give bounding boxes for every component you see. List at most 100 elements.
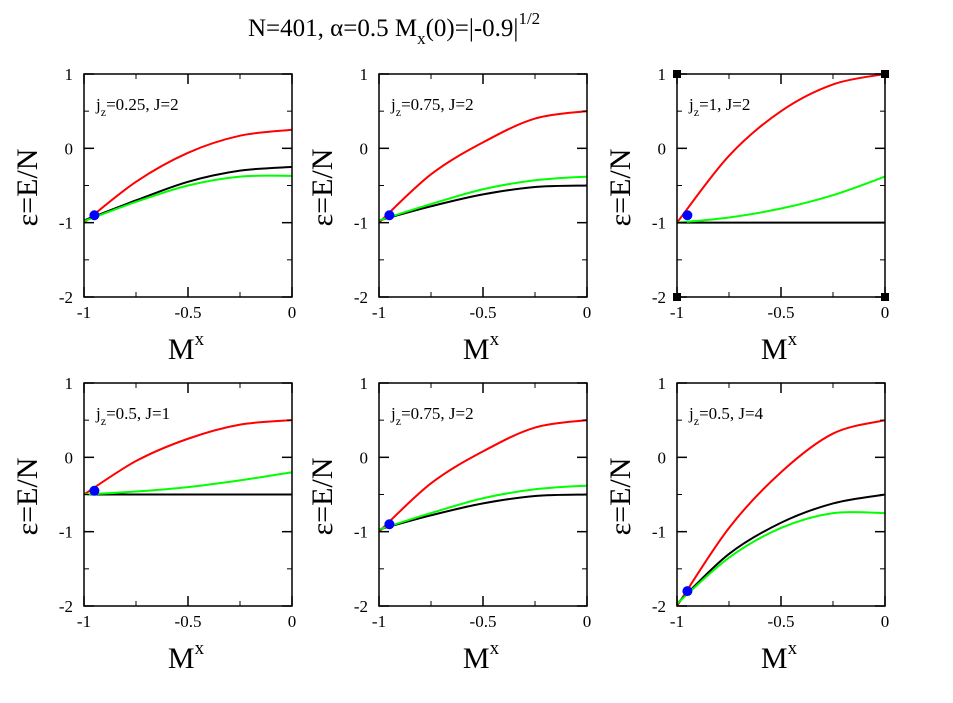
y-tick-label: 0 (65, 448, 74, 467)
x-tick-label: -0.5 (768, 612, 795, 631)
y-tick-label: -2 (59, 597, 73, 616)
series-line-3 (378, 175, 588, 222)
annotation-main: j (688, 404, 694, 423)
y-tick-label: -2 (354, 288, 368, 307)
annotation-sub: z (694, 414, 699, 428)
y-tick-label: 1 (658, 374, 667, 393)
y-tick-label: 0 (65, 139, 74, 158)
x-axis-label-main: M (761, 642, 788, 675)
y-tick-label: 1 (658, 65, 667, 84)
panel-annotation: jz=0.75, J=2 (390, 404, 474, 428)
x-axis-label-sup: x (490, 329, 500, 350)
panel-annotation: jz=0.5, J=4 (688, 404, 764, 428)
figure-title-tail: (0)=|-0.9| (426, 15, 519, 42)
data-point-1 (89, 485, 100, 496)
y-axis-label: ε=E/N (306, 149, 339, 227)
series-line-1 (676, 73, 886, 224)
y-tick-label: -1 (652, 214, 666, 233)
series-line-2 (83, 165, 293, 222)
x-tick-label: -0.5 (175, 303, 202, 322)
x-tick-label: 0 (288, 612, 297, 631)
y-tick-label: -2 (354, 597, 368, 616)
data-point-1 (682, 586, 693, 597)
panel-annotation: jz=0.5, J=1 (95, 404, 170, 428)
y-tick-label: -1 (652, 523, 666, 542)
annotation-main: j (95, 95, 101, 114)
x-tick-label: 0 (288, 303, 297, 322)
annotation-tail: =1, J=2 (699, 95, 750, 114)
series-line-1 (676, 419, 886, 607)
y-tick-label: 0 (360, 448, 369, 467)
x-axis-label-main: M (463, 333, 490, 366)
x-tick-label: 0 (583, 303, 592, 322)
annotation-tail: =0.75, J=2 (401, 95, 474, 114)
x-tick-label: -1 (372, 303, 386, 322)
x-axis-label: Mx (463, 638, 500, 675)
y-tick-label: -1 (59, 214, 73, 233)
x-tick-label: -1 (77, 303, 91, 322)
x-tick-label: -1 (670, 303, 684, 322)
series-line-1 (83, 419, 293, 496)
annotation-tail: =0.25, J=2 (106, 95, 179, 114)
x-axis-label-sup: x (788, 638, 798, 659)
y-axis-label: ε=E/N (604, 458, 637, 536)
annotation-tail: =0.75, J=2 (401, 404, 474, 423)
x-axis-label: Mx (463, 329, 500, 366)
data-point-1 (89, 210, 100, 221)
y-tick-label: 0 (360, 139, 369, 158)
annotation-sub: z (396, 105, 401, 119)
figure-title-sup: 1/2 (518, 9, 540, 28)
y-axis-label: ε=E/N (306, 458, 339, 536)
figure-title-main: N=401, α=0.5 M (248, 15, 417, 42)
annotation-sub: z (396, 414, 401, 428)
y-tick-label: 1 (65, 374, 74, 393)
x-tick-label: -1 (372, 612, 386, 631)
x-tick-label: -0.5 (175, 612, 202, 631)
y-tick-label: -2 (59, 288, 73, 307)
x-axis-label-main: M (463, 642, 490, 675)
x-tick-label: 0 (881, 303, 890, 322)
x-tick-label: -0.5 (768, 303, 795, 322)
x-axis-label-sup: x (195, 638, 205, 659)
y-axis-label: ε=E/N (11, 458, 44, 536)
x-axis-label: Mx (168, 329, 205, 366)
y-tick-label: 0 (658, 448, 667, 467)
annotation-main: j (390, 95, 396, 114)
y-axis-label: ε=E/N (604, 149, 637, 227)
x-tick-label: -1 (670, 612, 684, 631)
x-tick-label: -0.5 (470, 612, 497, 631)
y-tick-label: -1 (354, 214, 368, 233)
annotation-tail: =0.5, J=1 (106, 404, 170, 423)
annotation-main: j (688, 95, 694, 114)
x-axis-label: Mx (761, 638, 798, 675)
series-line-3 (676, 510, 886, 605)
x-axis-label-main: M (168, 333, 195, 366)
x-tick-label: -0.5 (470, 303, 497, 322)
series-line-2 (676, 493, 886, 605)
annotation-tail: =0.5, J=4 (699, 404, 764, 423)
y-tick-label: 1 (360, 65, 369, 84)
series-line-1 (83, 128, 293, 224)
x-tick-label: 0 (583, 612, 592, 631)
y-axis-label: ε=E/N (11, 149, 44, 227)
x-axis-label: Mx (761, 329, 798, 366)
data-point-1 (682, 210, 693, 221)
series-line-1 (378, 110, 588, 224)
data-point-1 (384, 210, 395, 221)
panel-annotation: jz=0.75, J=2 (390, 95, 474, 119)
annotation-sub: z (694, 105, 699, 119)
x-axis-label: Mx (168, 638, 205, 675)
y-tick-label: -2 (652, 288, 666, 307)
series-line-3 (83, 471, 293, 496)
series-line-2 (378, 184, 588, 222)
annotation-sub: z (101, 414, 106, 428)
y-tick-label: -1 (59, 523, 73, 542)
x-axis-label-main: M (168, 642, 195, 675)
